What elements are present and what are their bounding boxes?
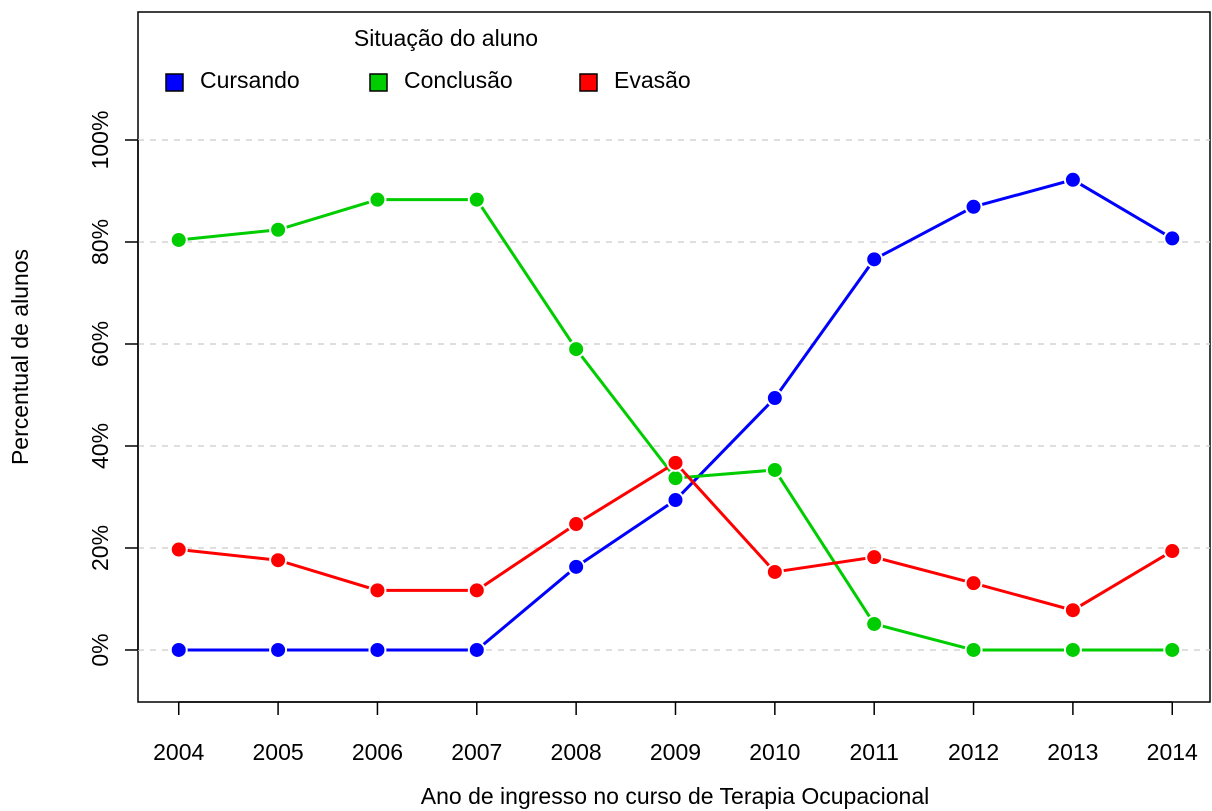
x-tick-label: 2014	[1147, 739, 1198, 765]
point	[865, 614, 884, 633]
x-tick-label: 2013	[1047, 739, 1098, 765]
legend-swatch	[165, 73, 184, 92]
x-tick-label: 2007	[451, 739, 502, 765]
x-tick-label: 2004	[153, 739, 204, 765]
y-tick-label: 60%	[87, 321, 113, 367]
plot-box	[137, 11, 1211, 703]
point	[169, 230, 188, 249]
point	[1063, 170, 1082, 189]
point	[666, 491, 685, 510]
legend-swatch	[579, 73, 598, 92]
y-tick-label: 20%	[87, 525, 113, 571]
legend-label: Conclusão	[404, 67, 513, 93]
point	[169, 540, 188, 559]
point	[1063, 601, 1082, 620]
point	[467, 190, 486, 209]
y-tick-label: 0%	[87, 633, 113, 666]
point	[865, 250, 884, 269]
legend-swatch	[369, 73, 388, 92]
point	[865, 548, 884, 567]
point	[765, 562, 784, 581]
legend-label: Evasão	[614, 67, 691, 93]
y-tick-label: 100%	[87, 111, 113, 170]
legend-title: Situação do aluno	[354, 25, 538, 51]
x-tick-label: 2012	[948, 739, 999, 765]
point	[567, 515, 586, 534]
x-tick-label: 2011	[849, 739, 898, 765]
point	[964, 640, 983, 659]
x-tick-label: 2005	[252, 739, 303, 765]
x-tick-label: 2009	[650, 739, 701, 765]
x-tick-label: 2010	[749, 739, 800, 765]
series-line	[178, 178, 1174, 652]
series-line	[178, 198, 1173, 652]
point	[666, 469, 685, 488]
point	[765, 389, 784, 408]
point	[964, 197, 983, 216]
x-tick-label: 2008	[551, 739, 602, 765]
point	[467, 581, 486, 600]
point	[964, 574, 983, 593]
point	[765, 460, 784, 479]
point	[1163, 229, 1182, 248]
point	[368, 190, 387, 209]
point	[467, 640, 486, 659]
y-tick-label: 40%	[87, 423, 113, 469]
point	[1163, 640, 1182, 659]
point	[269, 551, 288, 570]
point	[1063, 640, 1082, 659]
point	[368, 581, 387, 600]
point	[169, 640, 188, 659]
y-tick-label: 80%	[87, 219, 113, 265]
x-axis-title: Ano de ingresso no curso de Terapia Ocup…	[421, 783, 929, 809]
point	[666, 453, 685, 472]
point	[1163, 542, 1182, 561]
y-axis-title: Percentual de alunos	[7, 249, 33, 465]
x-tick-label: 2006	[352, 739, 403, 765]
point	[567, 557, 586, 576]
legend-label: Cursando	[200, 67, 300, 93]
point	[567, 340, 586, 359]
point	[269, 220, 288, 239]
point	[368, 640, 387, 659]
point	[269, 640, 288, 659]
